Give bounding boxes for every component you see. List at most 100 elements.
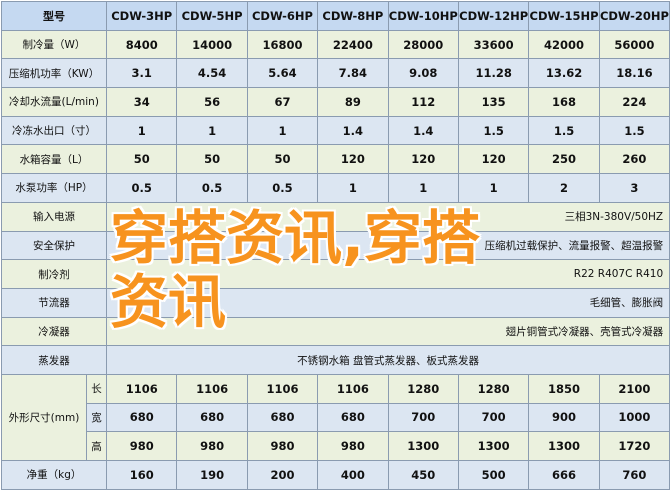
cell-value: 1720 — [598, 431, 670, 461]
cell-value: 34 — [105, 87, 178, 117]
table-row: 制冷剂 R22 R407C R410 — [1, 259, 670, 289]
model-header: CDW-12HP — [457, 1, 530, 31]
cell-value: 700 — [387, 402, 459, 433]
cell-value: 1000 — [598, 402, 670, 433]
cell-value: 2100 — [598, 373, 670, 404]
span-value: 翅片铜管式冷凝器、壳管式冷凝器 — [105, 316, 670, 347]
row-label: 冷却水流量(L/min) — [1, 87, 107, 117]
cell-value: 1 — [105, 115, 178, 146]
watermark-line-2: 资讯 — [110, 268, 227, 336]
cell-value: 42000 — [528, 29, 600, 60]
cell-value: 680 — [317, 402, 389, 433]
cell-value: 1280 — [387, 373, 459, 404]
cell-value: 1.4 — [317, 115, 389, 146]
cell-value: 16800 — [246, 29, 319, 60]
table-row: 安全保护 压缩机过载保护、流量报警、超温报警 — [1, 230, 670, 261]
row-label: 输入电源 — [1, 201, 107, 232]
cell-value: 980 — [105, 431, 178, 461]
cell-value: 120 — [457, 144, 530, 175]
model-header: CDW-5HP — [176, 1, 248, 31]
header-label: 型号 — [1, 1, 107, 31]
table-row: 节流器 毛细管、膨胀阀 — [1, 287, 670, 318]
cell-value: 400 — [317, 460, 389, 490]
cell-value: 980 — [246, 431, 319, 461]
cell-value: 7.84 — [317, 58, 389, 89]
row-label: 水泵功率（HP） — [1, 173, 107, 203]
table-row: 宽 680 680 680 680 700 700 900 1000 — [2, 402, 670, 433]
watermark-line-1: 穿搭资讯,穿搭 — [110, 204, 481, 272]
cell-value: 13.62 — [528, 58, 600, 89]
table-row: 冷却水流量(L/min) 34 56 67 89 112 135 168 224 — [1, 87, 670, 117]
model-header: CDW-10HP — [387, 1, 459, 31]
cell-value: 4.54 — [176, 58, 248, 89]
table-row: 冷凝器 翅片铜管式冷凝器、壳管式冷凝器 — [1, 316, 670, 347]
span-value: 三相3N-380V/50HZ — [105, 201, 670, 232]
cell-value: 1300 — [387, 431, 459, 461]
cell-value: 1 — [246, 115, 319, 146]
cell-value: 3.1 — [105, 58, 178, 89]
cell-value: 980 — [317, 431, 389, 461]
cell-value: 2 — [528, 173, 600, 203]
cell-value: 50 — [176, 144, 248, 175]
cell-value: 450 — [387, 460, 459, 490]
model-header: CDW-8HP — [317, 1, 389, 31]
cell-value: 50 — [105, 144, 178, 175]
table-row: 输入电源 三相3N-380V/50HZ — [1, 201, 670, 232]
cell-value: 0.5 — [246, 173, 319, 203]
cell-value: 666 — [528, 460, 600, 490]
cell-value: 1.5 — [598, 115, 670, 146]
row-label: 制冷剂 — [1, 259, 107, 289]
table-row: 蒸发器 不锈钢水箱 盘管式蒸发器、板式蒸发器 — [1, 345, 670, 375]
table-row: 制冷量（W） 8400 14000 16800 22400 28000 33600 42000… — [1, 29, 670, 60]
sub-label: 宽 — [86, 402, 107, 433]
cell-value: 250 — [528, 144, 600, 175]
cell-value: 1 — [176, 115, 248, 146]
row-label: 冷冻水出口（寸） — [1, 115, 107, 146]
row-label: 冷凝器 — [1, 316, 107, 347]
table-row: 压缩机功率（KW） 3.1 4.54 5.64 7.84 9.08 11.28 13.62 18… — [1, 58, 670, 89]
table-row: 型号 CDW-3HP CDW-5HP CDW-6HP CDW-8HP CDW-10HP CD… — [1, 1, 670, 31]
cell-value: 1.5 — [457, 115, 530, 146]
cell-value: 1106 — [246, 373, 319, 404]
row-label: 蒸发器 — [1, 345, 107, 375]
cell-value: 33600 — [457, 29, 530, 60]
cell-value: 89 — [317, 87, 389, 117]
cell-value: 50 — [246, 144, 319, 175]
cell-value: 135 — [457, 87, 530, 117]
cell-value: 1106 — [317, 373, 389, 404]
cell-value: 22400 — [317, 29, 389, 60]
span-value: 压缩机过载保护、流量报警、超温报警 — [105, 230, 670, 261]
cell-value: 200 — [246, 460, 319, 490]
table-row: 水泵功率（HP） 0.5 0.5 0.5 1 1 1 2 3 — [1, 173, 670, 203]
row-label: 压缩机功率（KW） — [1, 58, 107, 89]
cell-value: 760 — [598, 460, 670, 490]
cell-value: 1280 — [457, 373, 530, 404]
row-label: 安全保护 — [1, 230, 107, 261]
cell-value: 260 — [598, 144, 670, 175]
cell-value: 1 — [387, 173, 459, 203]
table-row: 高 980 980 980 980 1300 1300 1300 1720 — [2, 431, 670, 461]
cell-value: 680 — [105, 402, 178, 433]
sub-label: 高 — [86, 431, 107, 461]
cell-value: 56 — [176, 87, 248, 117]
cell-value: 18.16 — [598, 58, 670, 89]
cell-value: 3 — [598, 173, 670, 203]
cell-value: 14000 — [176, 29, 248, 60]
cell-value: 5.64 — [246, 58, 319, 89]
cell-value: 0.5 — [105, 173, 178, 203]
cell-value: 1 — [317, 173, 389, 203]
cell-value: 1850 — [528, 373, 600, 404]
cell-value: 680 — [176, 402, 248, 433]
cell-value: 1 — [457, 173, 530, 203]
cell-value: 224 — [598, 87, 670, 117]
table-row: 净重（kg） 160 190 200 400 450 500 666 760 — [1, 460, 670, 490]
row-label: 净重（kg） — [1, 460, 107, 490]
cell-value: 500 — [457, 460, 530, 490]
cell-value: 190 — [176, 460, 248, 490]
cell-value: 8400 — [105, 29, 178, 60]
span-value: 不锈钢水箱 盘管式蒸发器、板式蒸发器 — [105, 345, 670, 375]
row-label: 制冷量（W） — [1, 29, 107, 60]
cell-value: 160 — [105, 460, 178, 490]
cell-value: 9.08 — [387, 58, 459, 89]
cell-value: 112 — [387, 87, 459, 117]
